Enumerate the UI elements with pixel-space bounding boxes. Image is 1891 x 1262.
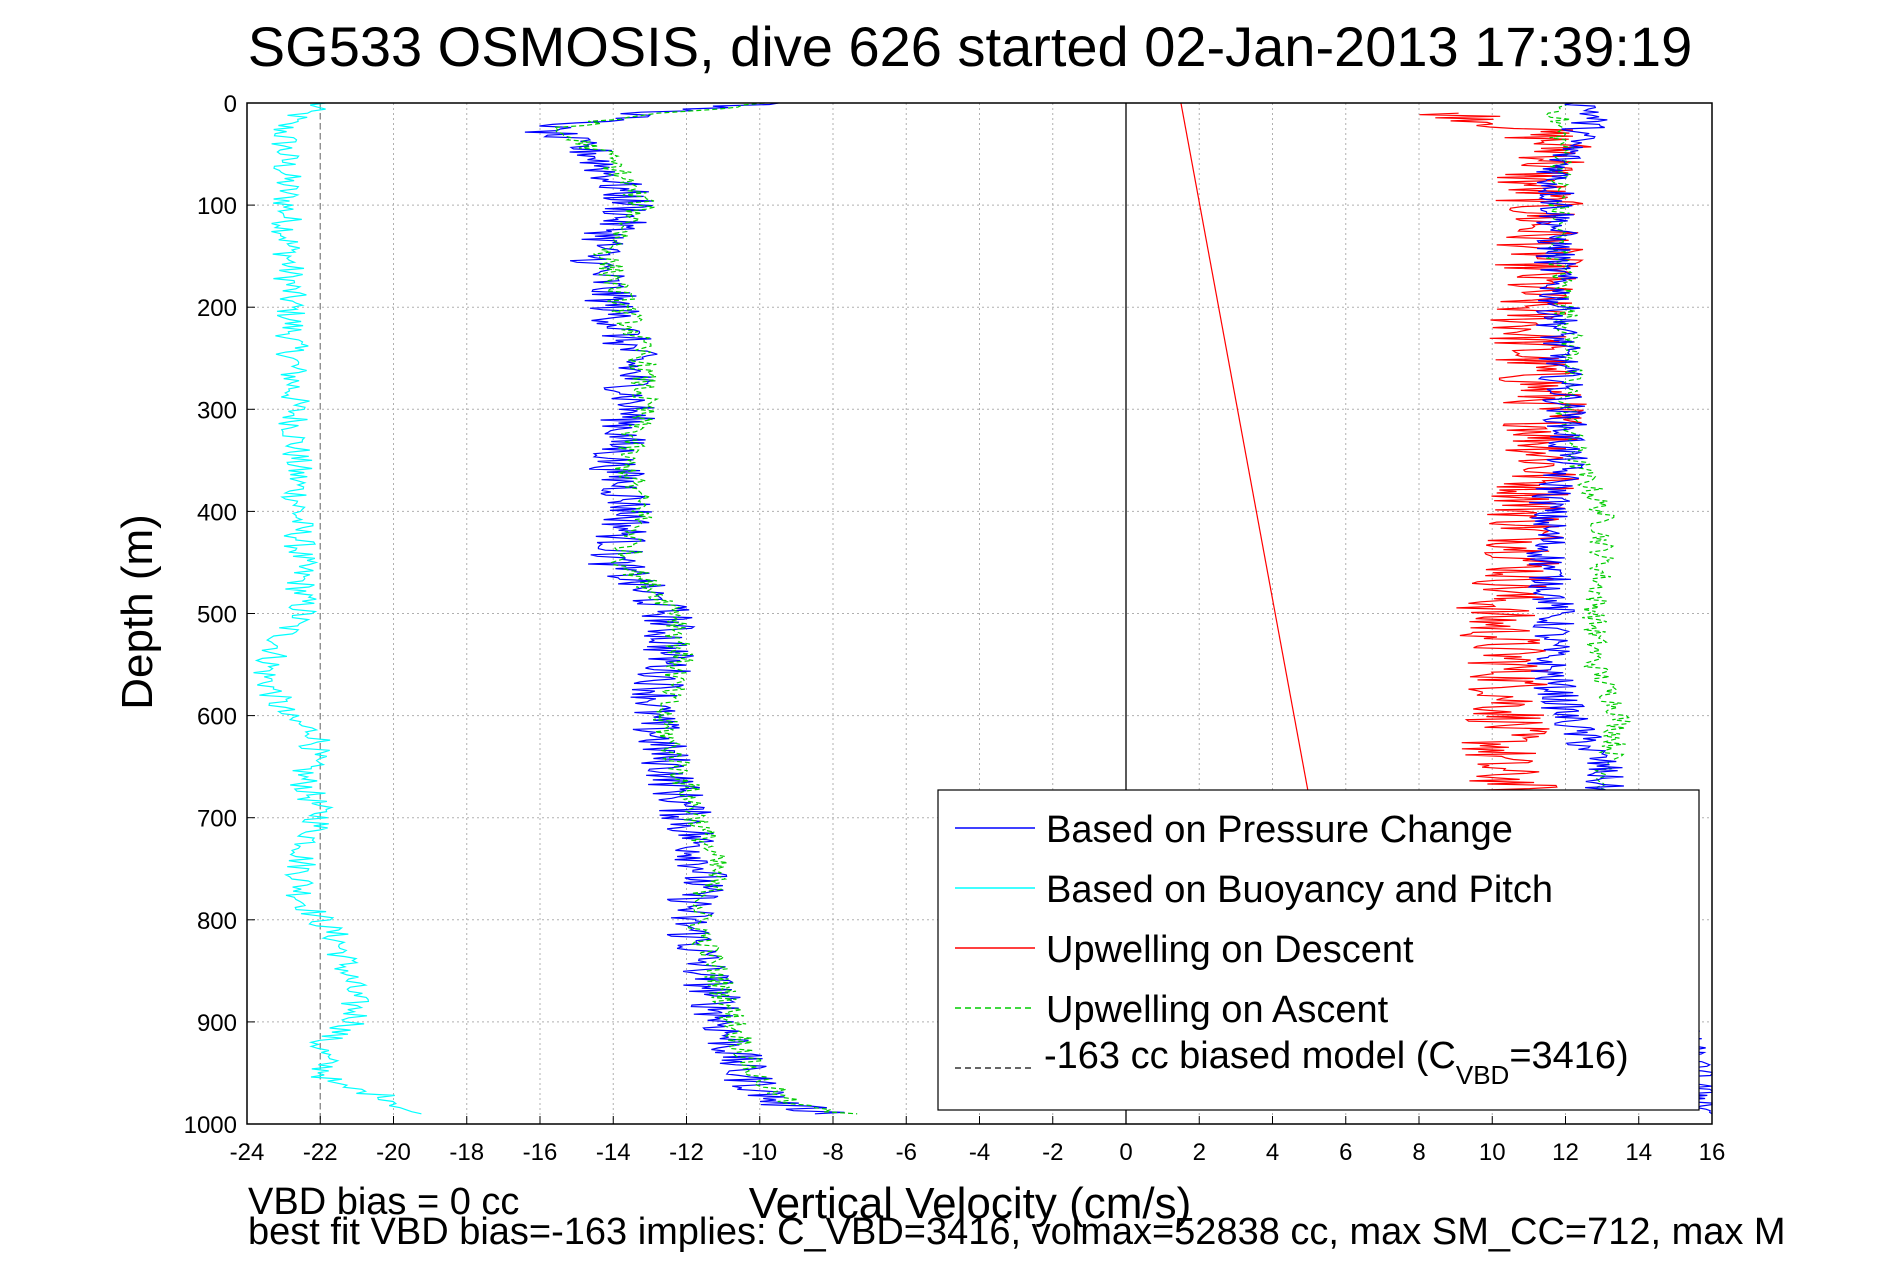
- legend-label-model: -163 cc biased model (CVBD=3416): [1044, 1035, 1629, 1090]
- series-layer: [253, 102, 1713, 1124]
- x-tick-label: -18: [449, 1139, 484, 1166]
- series-upwelling-ascent: [1545, 102, 1632, 798]
- axis-ticks: -24 -22 -20 -18 -16 -14 -12 -10 -8 -6 -4 -2 0 2 4 6 8 10 1…: [184, 91, 1726, 1166]
- y-tick-label: 700: [197, 806, 237, 833]
- chart-title: SG533 OSMOSIS, dive 626 started 02-Jan-2…: [248, 15, 1692, 78]
- legend-box: [937, 789, 1700, 1111]
- y-tick-label: 400: [197, 499, 237, 526]
- y-tick-label: 1000: [184, 1112, 237, 1139]
- series-buoyancy-pitch: [253, 102, 422, 1115]
- x-tick-label: -24: [230, 1139, 265, 1166]
- x-tick-label: -16: [523, 1139, 558, 1166]
- x-tick-label: -2: [1042, 1139, 1063, 1166]
- y-tick-label: 500: [197, 602, 237, 629]
- y-axis-label: Depth (m): [113, 514, 162, 710]
- y-tick-label: 800: [197, 908, 237, 935]
- y-tick-label: 100: [197, 193, 237, 220]
- x-tick-label: -4: [969, 1139, 990, 1166]
- y-tick-label: 300: [197, 397, 237, 424]
- x-tick-label: -12: [669, 1139, 704, 1166]
- y-tick-label: 0: [224, 91, 237, 118]
- legend-label-ascent: Upwelling on Ascent: [1046, 989, 1389, 1031]
- legend: Based on Pressure Change Based on Buoyan…: [937, 789, 1700, 1111]
- y-tick-label: 900: [197, 1010, 237, 1037]
- footer-line-2: best fit VBD bias=-163 implies: C_VBD=34…: [248, 1211, 1786, 1253]
- y-tick-label: 600: [197, 704, 237, 731]
- x-tick-label: -14: [596, 1139, 631, 1166]
- y-tick-label: 200: [197, 295, 237, 322]
- legend-label-pressure: Based on Pressure Change: [1046, 809, 1513, 851]
- x-tick-label: 8: [1412, 1139, 1425, 1166]
- legend-label-buoyancy: Based on Buoyancy and Pitch: [1046, 869, 1553, 911]
- x-axis-label: Vertical Velocity (cm/s): [749, 1179, 1192, 1228]
- series-model-line: [1180, 102, 1310, 798]
- x-tick-label: -10: [742, 1139, 777, 1166]
- x-tick-label: -20: [376, 1139, 411, 1166]
- x-tick-label: -22: [303, 1139, 338, 1166]
- legend-label-descent: Upwelling on Descent: [1046, 929, 1414, 971]
- x-tick-label: 4: [1266, 1139, 1279, 1166]
- x-tick-label: 2: [1193, 1139, 1206, 1166]
- x-tick-label: 14: [1625, 1139, 1652, 1166]
- x-tick-label: 16: [1699, 1139, 1726, 1166]
- x-tick-label: 0: [1119, 1139, 1132, 1166]
- footer-line-1: VBD bias = 0 cc: [248, 1181, 519, 1223]
- series-upwelling-descent: [1419, 112, 1592, 797]
- x-tick-label: -8: [822, 1139, 843, 1166]
- x-tick-label: 6: [1339, 1139, 1352, 1166]
- series-ascent-left: [552, 102, 858, 1115]
- x-tick-label: 12: [1552, 1139, 1579, 1166]
- x-tick-label: -6: [896, 1139, 917, 1166]
- x-tick-label: 10: [1479, 1139, 1506, 1166]
